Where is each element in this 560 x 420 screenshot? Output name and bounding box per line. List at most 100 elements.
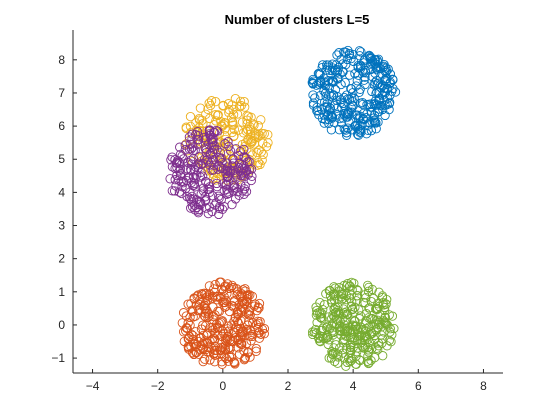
- data-point: [377, 291, 388, 301]
- data-point: [222, 165, 232, 176]
- data-point: [245, 352, 255, 362]
- data-point: [200, 354, 210, 364]
- y-tick-label: 4: [58, 185, 65, 199]
- data-point: [334, 321, 344, 331]
- data-point: [308, 90, 318, 100]
- data-point: [227, 199, 237, 210]
- data-point: [205, 347, 215, 357]
- data-point: [217, 284, 227, 294]
- data-point: [354, 46, 365, 56]
- data-point: [198, 356, 208, 367]
- data-point: [181, 122, 191, 132]
- data-point: [353, 286, 363, 296]
- data-point: [366, 52, 376, 62]
- data-point: [249, 120, 259, 130]
- data-point: [225, 344, 235, 355]
- data-point: [360, 79, 370, 90]
- data-point: [210, 310, 220, 320]
- data-point: [251, 343, 261, 354]
- data-point: [345, 345, 355, 355]
- data-point: [308, 79, 318, 89]
- y-tick-label: 3: [58, 219, 65, 233]
- data-point: [380, 312, 390, 322]
- data-point: [350, 316, 360, 326]
- data-point: [337, 323, 347, 333]
- data-point: [314, 110, 324, 120]
- y-tick-label: 2: [58, 252, 65, 266]
- data-point: [334, 48, 344, 58]
- data-point: [373, 345, 383, 355]
- data-point: [185, 320, 195, 330]
- data-point: [338, 335, 349, 345]
- data-point: [256, 329, 266, 339]
- data-point: [373, 341, 384, 351]
- data-point: [205, 100, 216, 111]
- data-point: [369, 315, 380, 325]
- data-point: [185, 139, 196, 149]
- data-point: [223, 331, 233, 341]
- data-point: [375, 100, 386, 111]
- data-point: [375, 310, 385, 320]
- data-point: [374, 287, 384, 297]
- data-point: [240, 171, 250, 181]
- data-point: [366, 64, 376, 75]
- data-point: [336, 292, 346, 302]
- data-point: [174, 175, 184, 185]
- data-point: [344, 50, 354, 60]
- x-tick-label: 8: [480, 379, 487, 393]
- data-point: [322, 98, 332, 108]
- data-point: [234, 102, 245, 112]
- data-point: [195, 299, 205, 310]
- data-point: [343, 325, 353, 335]
- data-point: [325, 324, 335, 334]
- data-point: [322, 332, 333, 343]
- y-tick-label: 1: [58, 285, 65, 299]
- data-point: [389, 323, 399, 334]
- data-point: [241, 338, 252, 349]
- data-point: [195, 103, 206, 113]
- data-point: [344, 94, 355, 104]
- data-point: [339, 92, 349, 103]
- data-point: [364, 358, 374, 368]
- data-point: [347, 285, 357, 295]
- data-point: [171, 158, 182, 168]
- data-point: [308, 74, 318, 85]
- data-point: [338, 338, 348, 348]
- data-point: [194, 151, 204, 162]
- data-point: [189, 293, 199, 303]
- data-point: [178, 308, 189, 318]
- data-point: [231, 144, 241, 154]
- data-point: [318, 323, 328, 333]
- data-point: [330, 283, 340, 293]
- data-point: [238, 304, 248, 314]
- axes-layer: −4 −2 0 2 4 6 8 −1 0 1 2 3 4 5 6 7 8: [51, 30, 503, 393]
- data-point: [236, 180, 246, 190]
- data-point: [236, 170, 246, 181]
- data-point: [221, 353, 231, 364]
- data-point: [256, 115, 266, 125]
- data-point: [183, 341, 193, 352]
- data-point: [233, 125, 244, 135]
- data-point: [385, 90, 395, 100]
- data-point: [310, 93, 320, 103]
- data-point: [232, 306, 243, 316]
- data-point: [242, 294, 252, 304]
- data-point: [247, 171, 257, 181]
- data-point: [250, 299, 260, 309]
- data-point: [360, 342, 370, 352]
- data-point: [222, 189, 232, 199]
- data-point: [355, 111, 365, 121]
- data-point: [367, 313, 377, 324]
- data-point: [353, 120, 363, 130]
- data-point: [205, 148, 216, 159]
- data-point: [170, 175, 180, 185]
- x-tick-label: 6: [415, 379, 422, 393]
- data-point: [331, 60, 341, 70]
- data-point: [347, 297, 357, 307]
- data-point: [239, 144, 249, 155]
- data-point: [214, 128, 225, 138]
- data-point: [204, 160, 215, 170]
- data-point: [361, 293, 371, 303]
- data-point: [332, 110, 342, 120]
- data-point: [354, 305, 364, 315]
